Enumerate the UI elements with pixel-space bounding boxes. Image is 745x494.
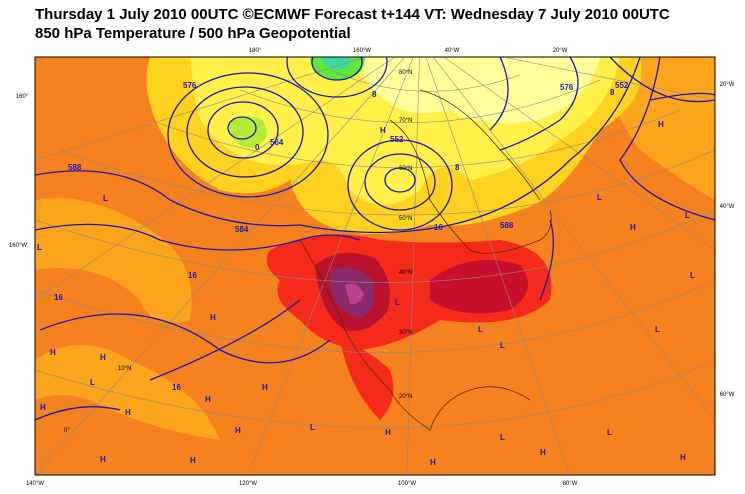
contour-label: 588	[500, 221, 514, 230]
edge-label: 180°	[249, 48, 262, 54]
contour-label: 0	[255, 143, 260, 152]
pressure-center: L	[90, 378, 95, 387]
contour-label: 16	[54, 293, 63, 302]
latitude-label: 10°N	[118, 366, 131, 372]
contour-label: 8	[372, 90, 377, 99]
contour-label: 16	[434, 223, 443, 232]
pressure-center: H	[380, 126, 386, 135]
pressure-center: H	[100, 353, 106, 362]
subtitle: 850 hPa Temperature / 500 hPa Geopotenti…	[35, 25, 351, 42]
edge-label: 80°W	[563, 481, 578, 487]
pressure-center: L	[685, 211, 690, 220]
edge-label: 160°W	[353, 48, 371, 54]
edge-label: 160°W	[9, 243, 27, 249]
pressure-center: L	[690, 271, 695, 280]
pressure-center: L	[310, 423, 315, 432]
pressure-center: H	[630, 223, 636, 232]
latitude-label: 50°N	[399, 216, 412, 222]
pressure-center: H	[40, 403, 46, 412]
edge-label: 20°W	[553, 48, 568, 54]
contour-label: 576	[183, 81, 197, 90]
edge-label: 160°	[16, 94, 29, 100]
pressure-center: H	[100, 455, 106, 464]
contour-label: 16	[188, 271, 197, 280]
edge-label: 20°W	[720, 82, 735, 88]
pressure-center: H	[125, 408, 131, 417]
latitude-label: 40°N	[399, 270, 412, 276]
edge-label: 120°W	[239, 481, 257, 487]
contour-label: 16	[172, 383, 181, 392]
pressure-center: H	[540, 448, 546, 457]
pressure-center: H	[658, 120, 664, 129]
title: Thursday 1 July 2010 00UTC ©ECMWF Foreca…	[35, 6, 670, 23]
latitude-label: 80°N	[399, 70, 412, 76]
map-frame	[34, 56, 716, 476]
edge-label: 40°W	[445, 48, 460, 54]
pressure-center: H	[385, 428, 391, 437]
contour-label: 552	[390, 135, 404, 144]
edge-label: 100°W	[398, 481, 416, 487]
latitude-label: 20°N	[399, 394, 412, 400]
pressure-center: L	[478, 325, 483, 334]
pressure-center: H	[205, 395, 211, 404]
latitude-label: 60°N	[399, 166, 412, 172]
contour-label: 552	[615, 81, 629, 90]
pressure-center: L	[500, 341, 505, 350]
pressure-center: L	[607, 428, 612, 437]
pressure-center: H	[190, 456, 196, 465]
pressure-center: L	[395, 298, 400, 307]
edge-label: 60°W	[720, 392, 735, 398]
latitude-label: 0°	[64, 428, 70, 434]
pressure-center: H	[262, 383, 268, 392]
latitude-label: 70°N	[399, 118, 412, 124]
pressure-center: L	[655, 325, 660, 334]
pressure-center: L	[597, 193, 602, 202]
contour-label: 8	[455, 163, 460, 172]
map-fields	[35, 57, 715, 475]
pressure-center: L	[103, 194, 108, 203]
pressure-center: H	[235, 426, 241, 435]
pressure-center: H	[50, 348, 56, 357]
contour-label: 588	[68, 163, 82, 172]
contour-label: 564	[270, 138, 284, 147]
contour-label: 576	[560, 83, 574, 92]
latitude-label: 30°N	[399, 330, 412, 336]
contour-label: 584	[235, 225, 249, 234]
pressure-center: H	[680, 453, 686, 462]
edge-label: 40°W	[720, 204, 735, 210]
pressure-center: L	[37, 243, 42, 252]
contour-label: 8	[610, 88, 615, 97]
pressure-center: H	[210, 313, 216, 322]
edge-label: 140°W	[26, 481, 44, 487]
pressure-center: L	[500, 433, 505, 442]
pressure-center: H	[430, 458, 436, 467]
